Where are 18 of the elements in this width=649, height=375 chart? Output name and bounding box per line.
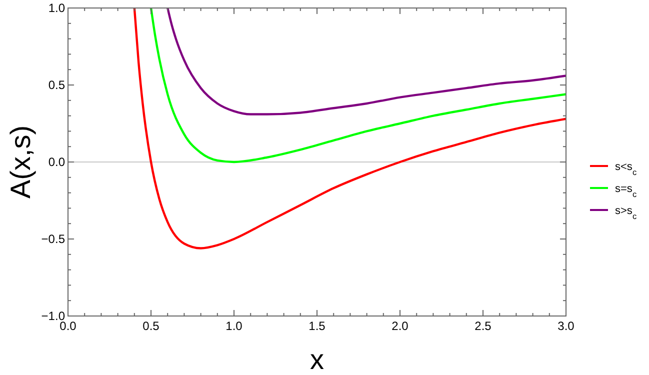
legend-label: s=s$_{c}$ — [615, 183, 637, 198]
legend-label: s>s$_{c}$ — [615, 205, 637, 220]
x-tick-label: 0.5 — [142, 319, 160, 333]
x-tick-label: 3.0 — [558, 319, 575, 333]
legend-label: s<s$_{c}$ — [615, 161, 637, 176]
y-tick-label: 0.0 — [48, 155, 66, 169]
y-tick-label: 0.5 — [48, 78, 66, 92]
y-tick-label: −0.5 — [41, 232, 66, 246]
x-tick-label: 1.5 — [308, 319, 326, 333]
line-series — [133, 8, 566, 250]
x-axis-title: x — [310, 344, 324, 375]
x-tick-label: 2.5 — [474, 319, 492, 333]
y-axis-title: A(x,s) — [5, 125, 36, 199]
line-series — [166, 8, 566, 116]
x-tick-label: 1.0 — [226, 319, 243, 333]
line-series — [150, 8, 566, 164]
x-tick-label: 2.0 — [392, 319, 409, 333]
y-tick-label: 1.0 — [48, 1, 66, 15]
